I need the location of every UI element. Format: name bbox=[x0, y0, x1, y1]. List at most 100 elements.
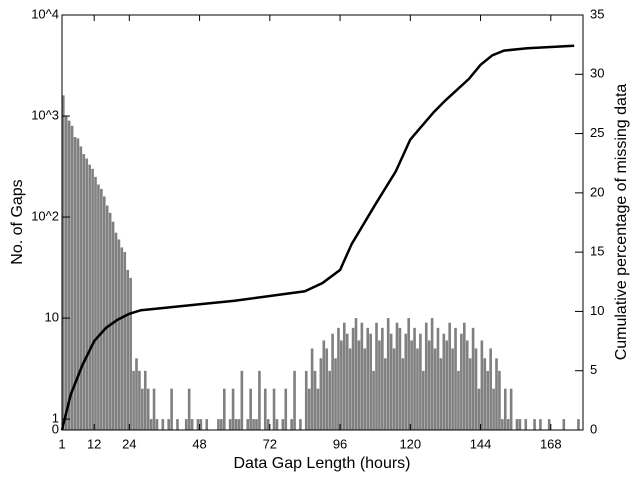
bar bbox=[190, 419, 194, 430]
bar bbox=[433, 348, 437, 430]
x-tick-label: 48 bbox=[192, 436, 206, 451]
bar bbox=[471, 327, 475, 430]
bar bbox=[240, 370, 244, 430]
bar bbox=[234, 419, 238, 430]
bar bbox=[381, 327, 384, 430]
bar bbox=[331, 333, 334, 430]
bar bbox=[70, 125, 74, 430]
bar bbox=[310, 348, 314, 430]
bar bbox=[363, 348, 367, 430]
bar bbox=[372, 370, 375, 430]
bar bbox=[252, 419, 255, 430]
bar bbox=[82, 154, 86, 430]
bar bbox=[495, 358, 498, 430]
bar bbox=[442, 333, 446, 430]
bar bbox=[515, 419, 519, 430]
bar bbox=[486, 370, 490, 430]
bar bbox=[281, 419, 285, 430]
bar bbox=[141, 388, 144, 430]
bar bbox=[62, 95, 65, 430]
plot-frame bbox=[61, 14, 584, 431]
bar bbox=[547, 419, 551, 430]
bar bbox=[129, 277, 132, 430]
bar bbox=[325, 348, 329, 430]
bar bbox=[401, 358, 405, 430]
y2-tick-label: 25 bbox=[590, 125, 604, 140]
y2-tick-label: 0 bbox=[590, 421, 597, 436]
bar bbox=[187, 388, 191, 430]
bar bbox=[480, 340, 484, 430]
bar bbox=[351, 327, 355, 430]
bar bbox=[577, 419, 580, 430]
bar bbox=[266, 419, 270, 430]
bar bbox=[468, 358, 472, 430]
bar bbox=[126, 269, 130, 430]
bar bbox=[498, 370, 501, 430]
y2-tick-label: 30 bbox=[590, 66, 604, 81]
bar bbox=[465, 340, 469, 430]
bar bbox=[79, 146, 83, 430]
bar bbox=[422, 370, 425, 430]
bar bbox=[284, 388, 288, 430]
bar bbox=[313, 370, 317, 430]
bar bbox=[146, 388, 150, 430]
bar bbox=[342, 322, 346, 430]
y-tick-label: 10^2 bbox=[31, 208, 59, 223]
bar bbox=[123, 252, 127, 430]
bar bbox=[328, 370, 331, 430]
bar bbox=[407, 318, 411, 430]
bar bbox=[474, 348, 478, 430]
bar bbox=[340, 340, 343, 430]
bar bbox=[404, 333, 408, 430]
bar bbox=[100, 188, 103, 430]
bar bbox=[111, 221, 115, 430]
y2-tick-label: 20 bbox=[590, 184, 604, 199]
bar bbox=[416, 348, 419, 430]
bar bbox=[108, 212, 112, 430]
bar bbox=[345, 333, 349, 430]
bar bbox=[176, 419, 179, 430]
bar bbox=[237, 419, 241, 430]
bar bbox=[258, 370, 261, 430]
x-tick-label: 24 bbox=[122, 436, 136, 451]
bar bbox=[436, 327, 440, 430]
bar bbox=[483, 358, 487, 430]
x-tick-label: 1 bbox=[58, 436, 65, 451]
bar bbox=[88, 164, 91, 430]
bar bbox=[439, 358, 443, 430]
bar bbox=[255, 419, 258, 430]
bar bbox=[392, 348, 396, 430]
x-tick-label: 96 bbox=[333, 436, 347, 451]
bar bbox=[246, 419, 250, 430]
y2-tick-label: 10 bbox=[590, 303, 604, 318]
y2-tick-label: 35 bbox=[590, 6, 604, 21]
bar bbox=[337, 327, 340, 430]
bar bbox=[64, 116, 68, 430]
bar bbox=[167, 419, 170, 430]
bar bbox=[492, 388, 495, 430]
bar bbox=[489, 348, 492, 430]
bar bbox=[102, 196, 106, 430]
bar bbox=[410, 340, 413, 430]
bar bbox=[222, 388, 226, 430]
bar bbox=[375, 322, 378, 430]
bar bbox=[477, 388, 481, 430]
y-axis-label: No. of Gaps bbox=[9, 179, 26, 264]
bar bbox=[501, 419, 504, 430]
bar bbox=[366, 327, 370, 430]
bar bbox=[357, 340, 361, 430]
bar bbox=[161, 419, 165, 430]
bar bbox=[143, 370, 147, 430]
bar bbox=[184, 419, 188, 430]
bar bbox=[94, 176, 97, 430]
bar bbox=[217, 419, 220, 430]
y2-axis-label: Cumulative percentage of missing data bbox=[613, 84, 630, 361]
cumulative-line bbox=[60, 44, 575, 431]
bar bbox=[448, 322, 451, 430]
bar bbox=[275, 419, 279, 430]
bar bbox=[290, 419, 293, 430]
x-axis-label: Data Gap Length (hours) bbox=[234, 455, 411, 472]
bar bbox=[73, 136, 77, 430]
bar bbox=[117, 239, 121, 430]
